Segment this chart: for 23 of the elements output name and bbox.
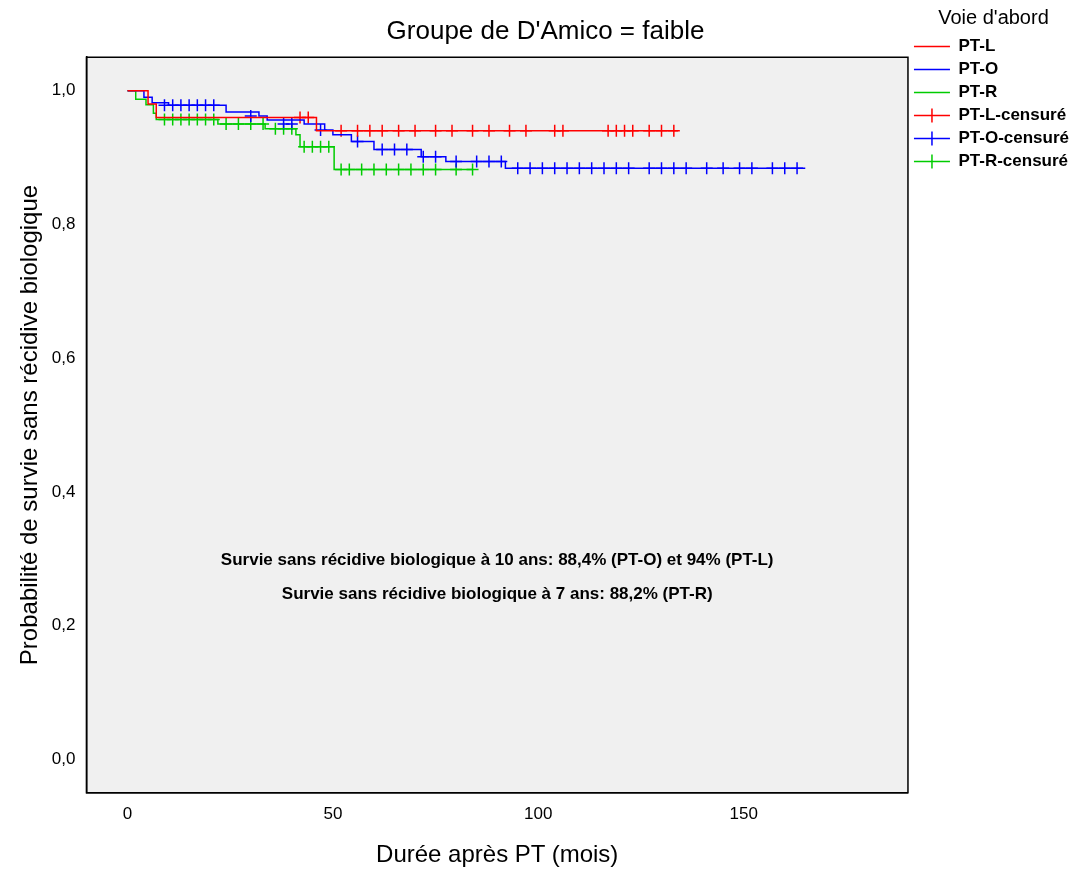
legend-label: PT-O xyxy=(958,59,999,79)
y-tick-label: 0,0 xyxy=(51,749,76,769)
legend-label: PT-L xyxy=(958,36,996,56)
legend-label: PT-R-censuré xyxy=(958,151,1069,171)
y-tick-label: 0,4 xyxy=(51,481,76,501)
legend-title: Voie d'abord xyxy=(938,5,1049,28)
point xyxy=(243,109,258,123)
y-tick-label: 0,8 xyxy=(51,214,76,234)
legend-label: PT-R xyxy=(958,82,998,102)
y-axis-title: Probabilité de survie sans récidive biologique xyxy=(15,184,43,666)
x-tick-label: 50 xyxy=(323,803,343,823)
y-tick-label: 0,2 xyxy=(51,615,76,635)
chart-title: Groupe de D'Amico = faible xyxy=(386,14,705,45)
x-tick-label: 0 xyxy=(122,803,133,823)
legend-label: PT-L-censuré xyxy=(958,105,1067,125)
annotation: Survie sans récidive biologique à 7 ans: 88,2% (PT-R) xyxy=(281,584,713,604)
x-tick-label: 100 xyxy=(524,803,553,823)
y-tick-label: 1,0 xyxy=(51,80,76,100)
x-tick-label: 150 xyxy=(729,803,758,823)
x-axis-title: Durée après PT (mois) xyxy=(376,840,619,868)
legend-label: PT-O-censuré xyxy=(958,128,1070,148)
y-tick-label: 0,6 xyxy=(51,347,76,367)
annotation: Survie sans récidive biologique à 10 ans: 88,4% (PT-O) et 94% (PT-L) xyxy=(220,550,774,570)
